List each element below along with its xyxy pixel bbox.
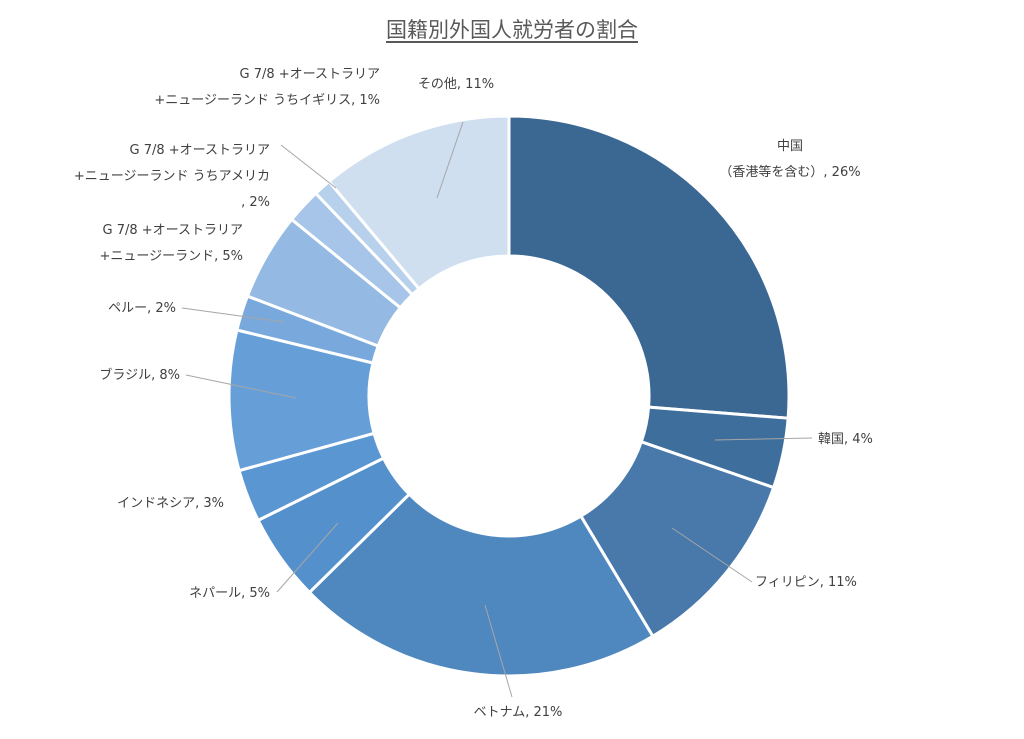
leader-line [276,522,339,593]
slice-label: ブラジル, 8% [99,367,180,383]
slice-label: ネパール, 5% [189,586,270,601]
slice-label: フィリピン, 11% [755,575,857,590]
slice-label: ベトナム, 21% [474,705,563,720]
slice-label: その他, 11% [418,77,494,92]
leader-line [185,374,297,399]
slice-label: +ニュージーランド うちイギリス, 1% [154,93,380,108]
slice-label: G 7/8 +オーストラリア [102,223,243,238]
leader-line [181,307,285,323]
donut-slice [326,114,511,291]
leader-line [671,527,753,583]
chart-title: 国籍別外国人就労者の割合 [386,18,638,42]
slice-label: 韓国, 4% [818,432,873,447]
donut-slice [578,439,776,639]
donut-slice [307,492,655,678]
leader-line [436,121,464,199]
slice-label: +ニュージーランド うちアメリカ [74,169,270,184]
slice-label: 中国 [777,139,803,154]
donut-slice [507,114,791,420]
slice-label: ペルー, 2% [108,301,176,316]
slice-label: インドネシア, 3% [117,496,224,511]
leader-line [280,144,337,189]
slice-label: +ニュージーランド, 5% [99,249,243,264]
leader-line [714,437,813,441]
slice-label: （香港等を含む）, 26% [719,164,860,180]
slice-label: G 7/8 +オーストラリア [129,143,270,158]
slice-label: G 7/8 +オーストラリア [239,67,380,82]
leader-line [484,604,513,698]
slice-label: , 2% [241,195,270,210]
